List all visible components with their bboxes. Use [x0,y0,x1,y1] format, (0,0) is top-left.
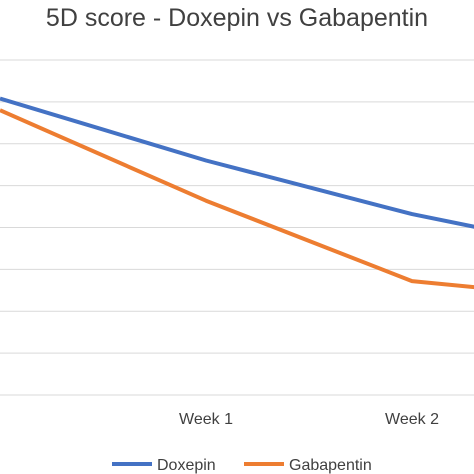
series-lines [0,96,474,290]
series-line-gabapentin [0,108,474,290]
x-tick-label: Week 1 [179,411,233,428]
legend-label-doxepin: Doxepin [157,457,216,474]
gridlines [0,59,474,396]
legend-label-gabapentin: Gabapentin [289,457,372,474]
chart-title: 5D score - Doxepin vs Gabapentin [45,4,429,32]
x-tick-label: Week 2 [385,411,439,428]
legend: Doxepin Gabapentin [112,457,372,474]
x-tick-labels: Week 1 Week 2 [179,411,439,428]
series-line-doxepin [0,96,474,229]
